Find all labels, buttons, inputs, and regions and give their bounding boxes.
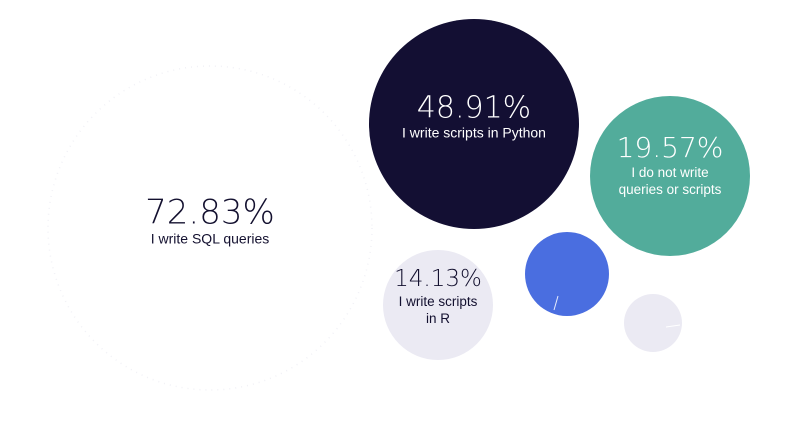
- bubble-blue[interactable]: [525, 232, 609, 316]
- bubble-none[interactable]: 19.57%I do not write queries or scripts: [590, 96, 750, 256]
- bubble-python[interactable]: 48.91%I write scripts in Python: [369, 19, 579, 229]
- bubble-none-label-line-1: I do not write: [631, 165, 708, 180]
- bubble-sql[interactable]: 72.83%I write SQL queries: [47, 65, 373, 391]
- bubble-python-circle[interactable]: [369, 19, 579, 229]
- bubble-none-value: 19.57%: [617, 131, 724, 164]
- bubble-r-label-line-2: in R: [426, 311, 450, 326]
- bubble-blue-circle[interactable]: [525, 232, 609, 316]
- bubble-r-circle[interactable]: [383, 250, 493, 360]
- bubble-python-value: 48.91%: [417, 91, 531, 126]
- bubble-sql-circle[interactable]: [47, 65, 373, 391]
- bubble-r[interactable]: 14.13% I write scripts in R: [383, 250, 493, 360]
- bubble-small-gray[interactable]: [624, 294, 682, 352]
- bubble-r-value: 14.13%: [394, 266, 482, 292]
- bubble-none-label-line-2: queries or scripts: [619, 182, 722, 197]
- bubble-r-label-line-1: I write scripts: [399, 294, 478, 309]
- gray-bubble-tick: [665, 324, 681, 328]
- bubble-sql-value: 72.83%: [145, 193, 275, 233]
- blue-bubble-tick: [553, 295, 559, 311]
- bubble-none-circle[interactable]: [590, 96, 750, 256]
- bubble-sql-label-line-1: I write SQL queries: [151, 231, 270, 247]
- bubble-small-gray-circle[interactable]: [624, 294, 682, 352]
- bubble-python-label-line-1: I write scripts in Python: [402, 125, 546, 141]
